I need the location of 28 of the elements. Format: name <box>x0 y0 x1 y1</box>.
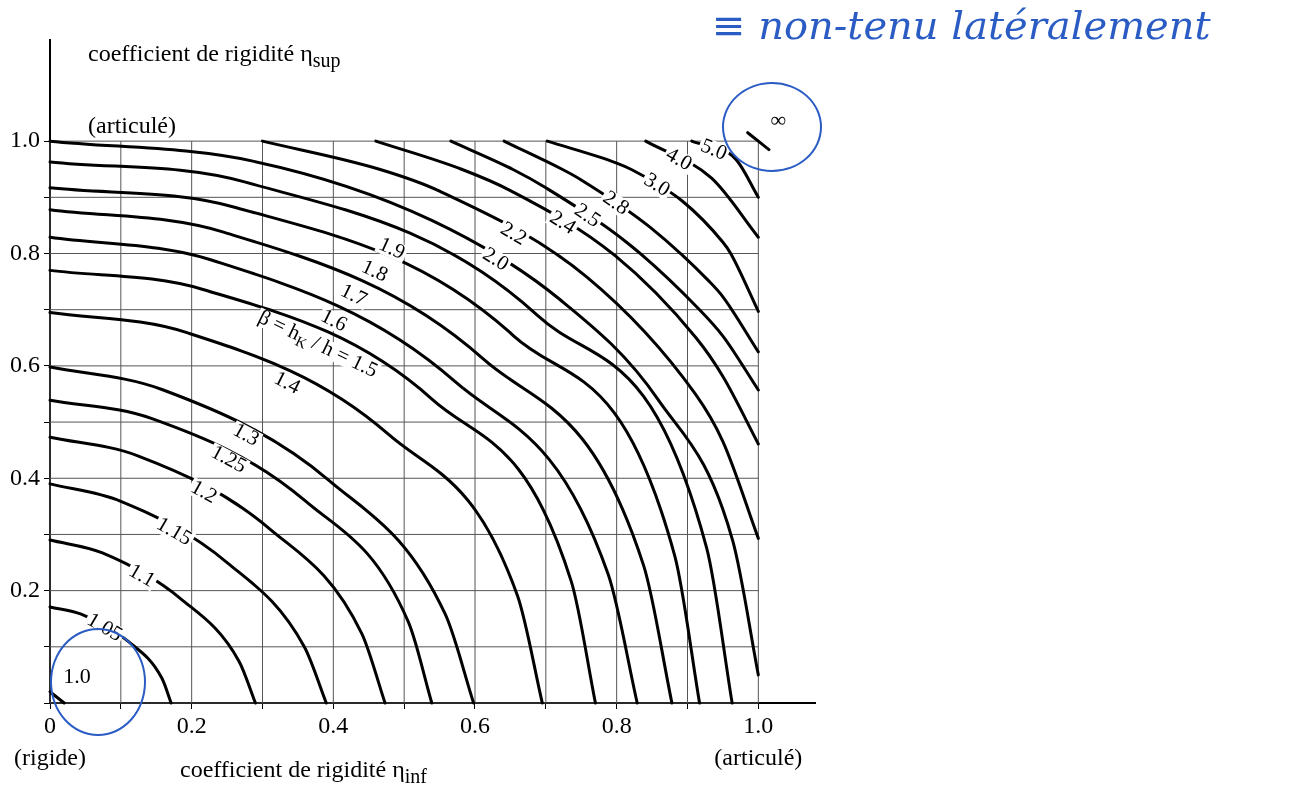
x-tick-label: 0.6 <box>460 712 490 739</box>
annotation: (articulé) <box>88 112 176 139</box>
text: 1.3 <box>229 417 264 451</box>
y-tick-label: 0.4 <box>10 463 40 490</box>
series-label: 1.0 <box>63 663 91 689</box>
x-tick-label: 0.4 <box>318 712 349 739</box>
y-tick-label: 1.0 <box>10 126 40 153</box>
line-series <box>48 311 544 705</box>
y-tick-label: 0.6 <box>10 351 40 378</box>
y-tick-label: 0.8 <box>10 238 40 265</box>
line-series <box>48 398 434 705</box>
x-tick-label: 0.8 <box>601 712 632 739</box>
x-tick-label: 0 (rigide) <box>14 712 86 771</box>
line-series <box>449 139 760 392</box>
text: 1.9 <box>375 231 410 265</box>
series-label: ∞ <box>770 106 787 132</box>
text: 1.2 <box>187 474 222 508</box>
line-series <box>48 482 328 705</box>
line-series <box>545 139 760 313</box>
text: 5.0 <box>697 132 731 165</box>
y-tick-label: 0.2 <box>10 575 40 602</box>
x-axis-title: coefficient de rigidité η$_{inf}$ <box>180 756 427 788</box>
text: 1.1 <box>125 557 160 592</box>
x-tick-label: 0.2 <box>176 712 207 739</box>
annotation: ≡ non-tenu latéralement <box>712 2 1211 48</box>
y-axis-title: coefficient de rigidité η$_{sup}$ <box>88 40 341 72</box>
x-tick-label: 1.0 (articulé) <box>714 712 803 771</box>
text: 1.15 <box>152 511 197 551</box>
